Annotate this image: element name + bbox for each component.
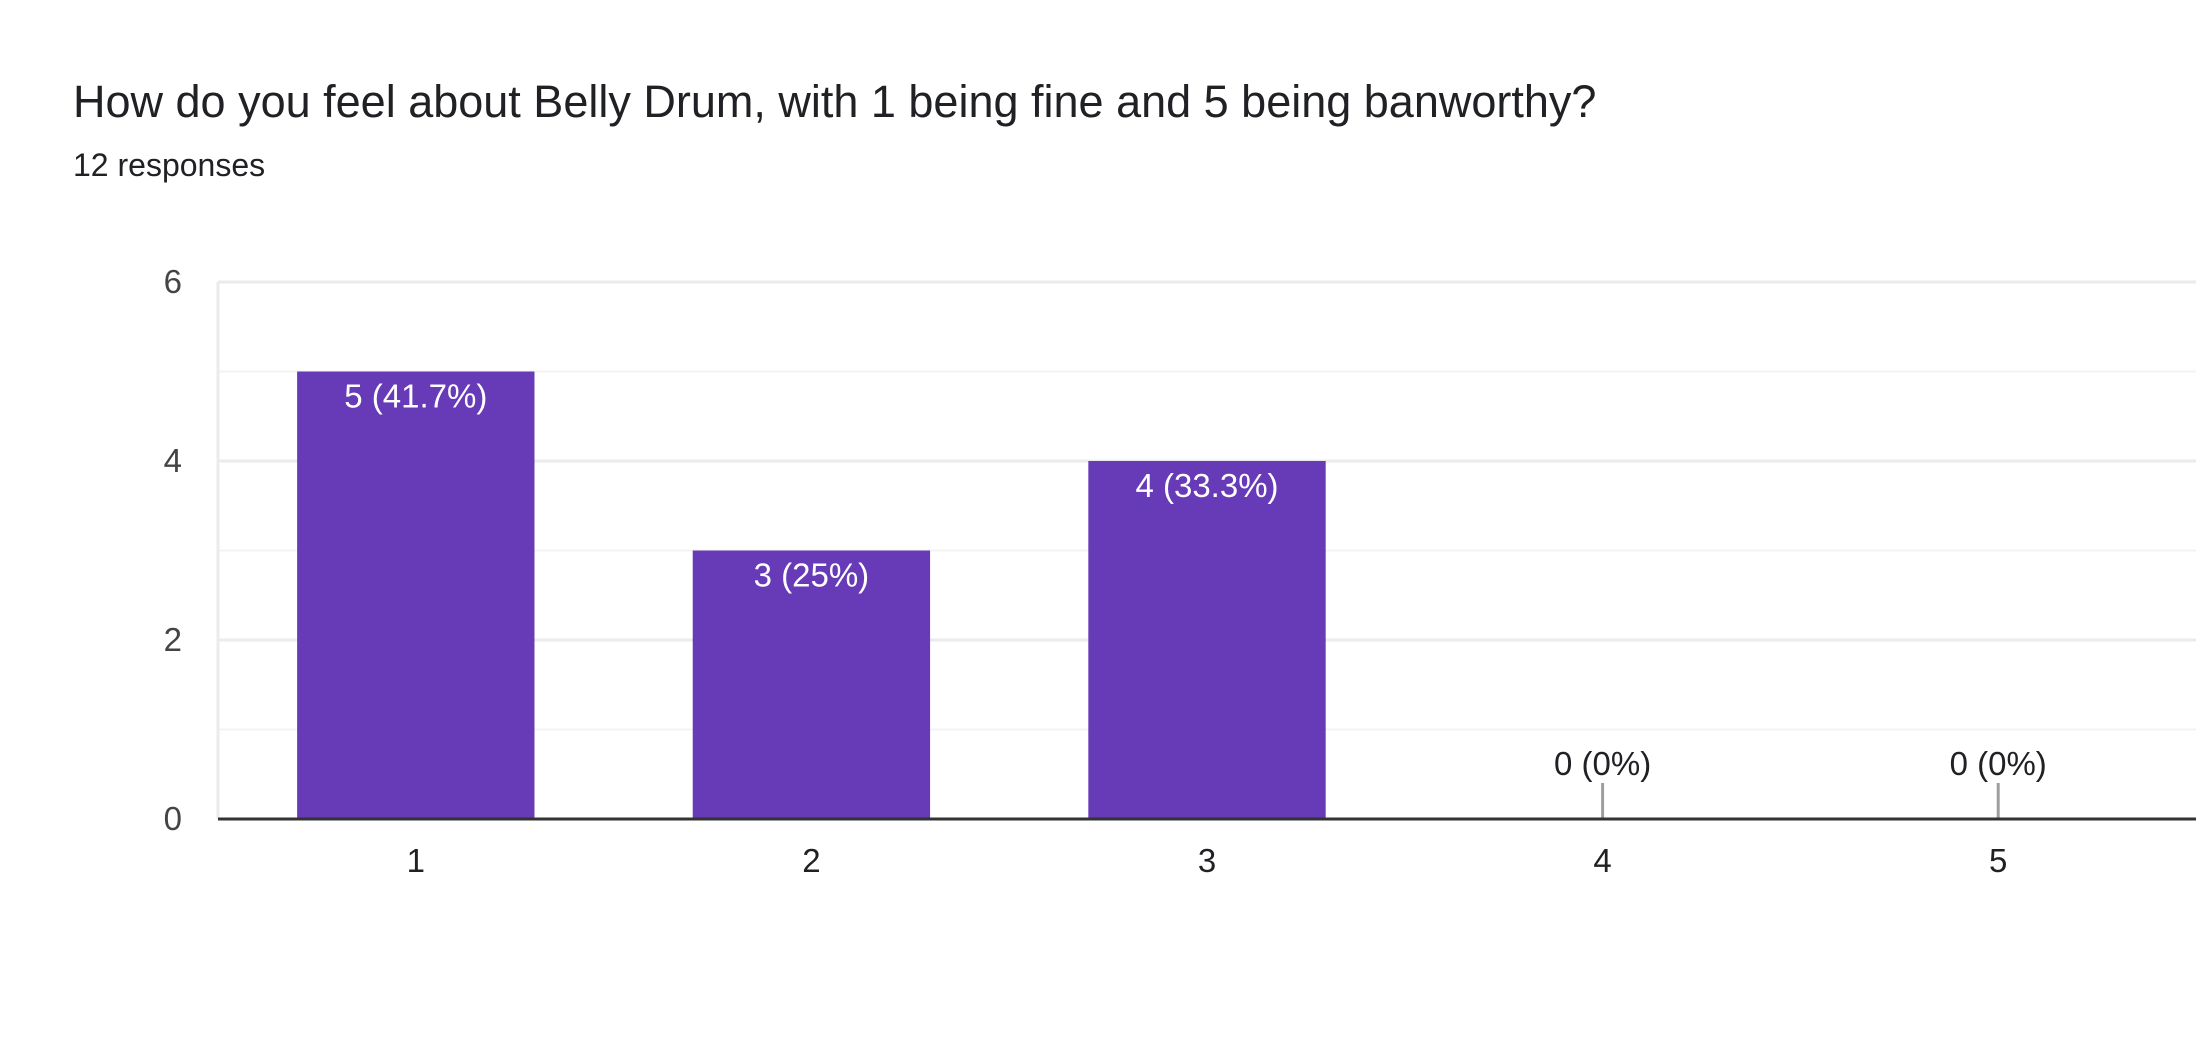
y-tick-label: 6: [164, 263, 182, 300]
bar-data-label: 0 (0%): [1950, 745, 2047, 782]
x-tick-label: 1: [407, 842, 425, 879]
x-tick-label: 3: [1198, 842, 1216, 879]
x-tick-label: 2: [802, 842, 820, 879]
bar: [297, 371, 535, 819]
y-tick-label: 4: [164, 442, 182, 479]
bar: [692, 550, 931, 819]
bar-data-label: 3 (25%): [754, 557, 870, 594]
chart-title: How do you feel about Belly Drum, with 1…: [73, 76, 1597, 127]
response-count: 12 responses: [73, 147, 266, 183]
x-tick-label: 4: [1593, 842, 1611, 879]
y-tick-label: 2: [164, 621, 182, 658]
bar-data-label: 0 (0%): [1554, 745, 1651, 782]
y-tick-label: 0: [164, 800, 182, 837]
bar: [1088, 461, 1326, 819]
bar-data-label: 5 (41.7%): [344, 378, 487, 415]
x-tick-label: 5: [1989, 842, 2007, 879]
bar-data-label: 4 (33.3%): [1135, 467, 1278, 504]
